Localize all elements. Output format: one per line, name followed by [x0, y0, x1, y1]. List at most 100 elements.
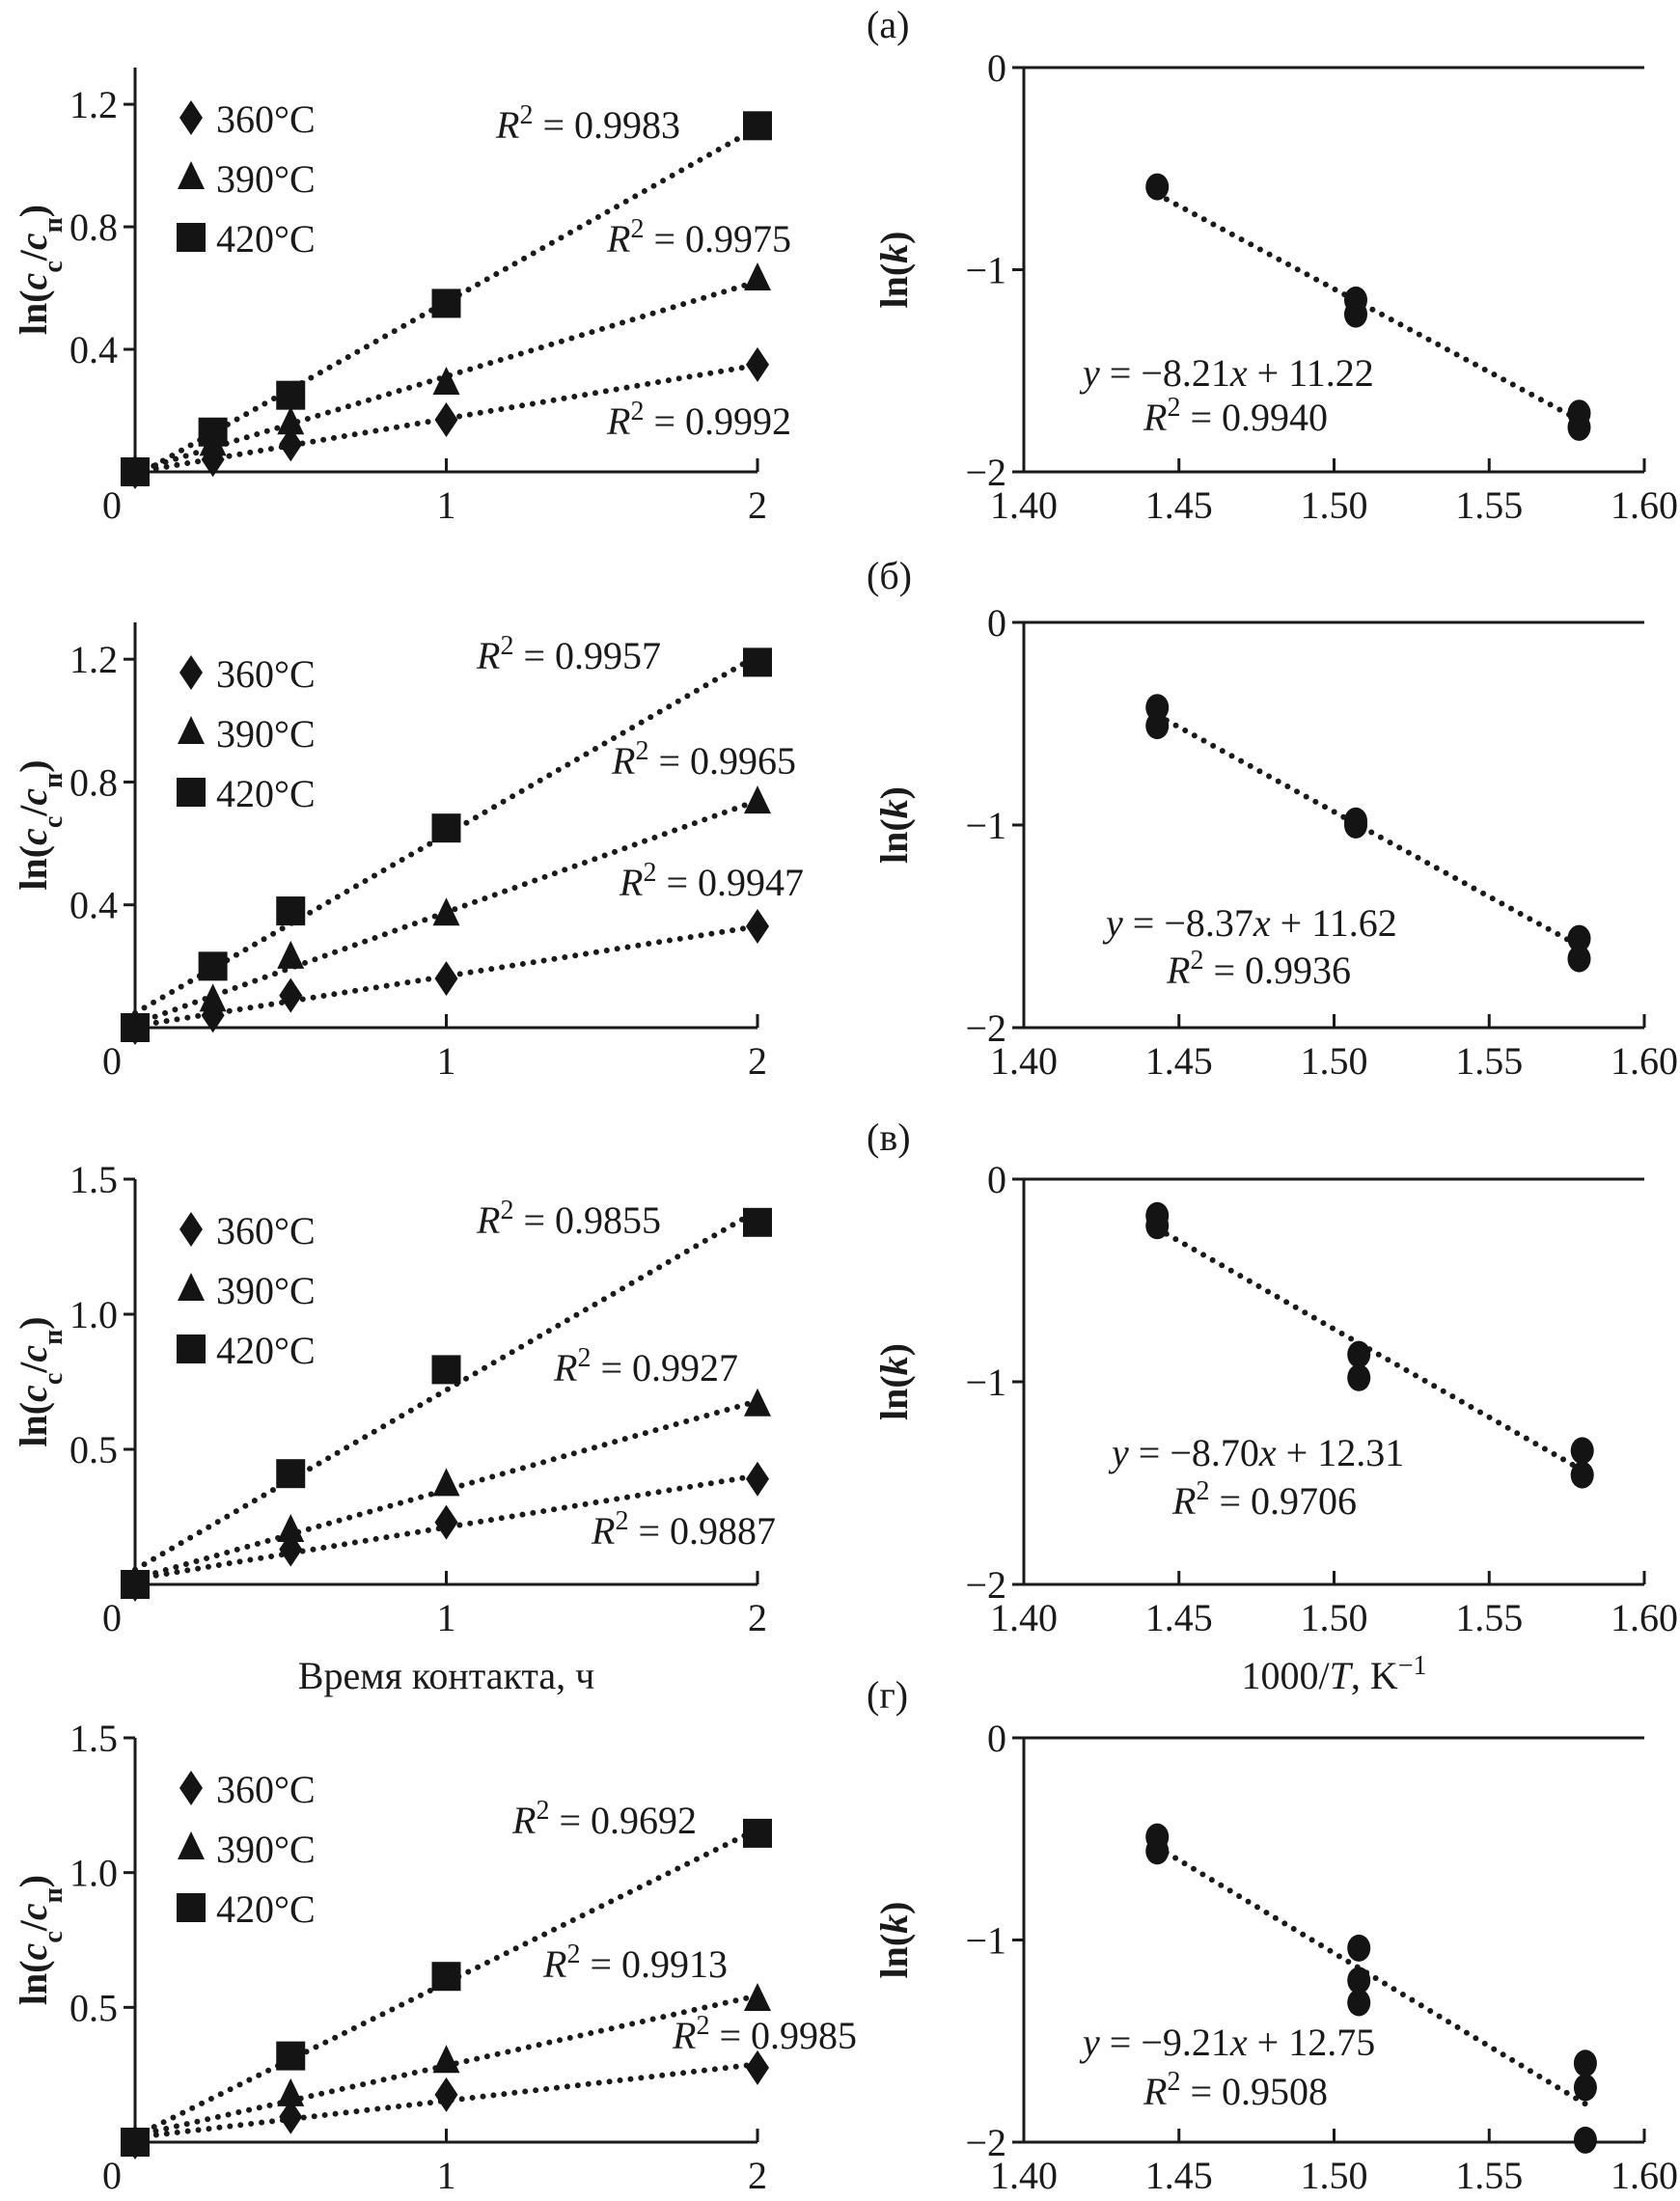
chart-а-right: 0 −1 −21.40 1.45 1.50 1.55 1.60 ln(k) y = −8.21x…	[867, 3, 1678, 527]
x-tick-label: 1	[437, 483, 456, 527]
legend-triangle-icon	[178, 1831, 205, 1859]
x-axis-label: Время контакта, ч	[298, 1654, 594, 1697]
x-tick-label: 1.45	[1145, 2154, 1213, 2197]
legend-label: 420°C	[216, 1329, 316, 1372]
data-point-square	[431, 813, 461, 843]
data-point-diamond	[279, 977, 303, 1013]
data-point-diamond	[746, 2050, 769, 2085]
chart-в-left: 0.5 1.0 1.5 0 1 2 ln(cс/cп) Время контакта, ч 36…	[12, 1158, 776, 1697]
y-tick-label: 0.8	[69, 760, 118, 804]
data-point-square	[743, 1818, 772, 1848]
y-tick-label: 0	[987, 46, 1006, 90]
data-point-square	[121, 457, 150, 486]
legend-label: 420°C	[216, 772, 316, 815]
y-tick-label: −1	[965, 249, 1006, 292]
data-point-square	[276, 896, 306, 926]
y-tick-label: 1.5	[69, 1158, 118, 1201]
x-tick-label: 2	[748, 1596, 767, 1639]
r-squared-label: R2 = 0.9855	[476, 1196, 661, 1243]
legend-square-icon	[177, 223, 206, 252]
x-tick-label: 1	[437, 1596, 456, 1639]
data-point-triangle	[744, 262, 771, 291]
data-point-triangle	[432, 2045, 460, 2074]
data-point-circle	[1145, 173, 1170, 201]
x-tick-label: 1.40	[990, 2154, 1058, 2197]
data-point-diamond	[434, 402, 458, 438]
regression-equation: y = −9.21x + 12.75	[1079, 2021, 1375, 2064]
x-tick-label: 1.40	[990, 1039, 1058, 1083]
r-squared-label: R2 = 0.9985	[672, 2011, 857, 2058]
r-squared-label: R2 = 0.9927	[553, 1343, 738, 1390]
x-tick-label: 0	[102, 483, 122, 527]
fit-line	[1154, 1844, 1588, 2107]
x-tick-label: 1.60	[1611, 1039, 1678, 1083]
legend-label: 390°C	[216, 712, 316, 756]
r-squared-label: R2 = 0.9975	[606, 214, 791, 261]
y-tick-label: −2	[965, 1006, 1006, 1050]
y-axis-label: ln(k)	[872, 231, 916, 308]
y-tick-label: 0.5	[69, 1986, 118, 2029]
fit-line-triangle	[132, 278, 760, 475]
data-point-square	[431, 1355, 461, 1385]
x-tick-label: 1.60	[1611, 483, 1678, 527]
data-point-circle	[1567, 413, 1591, 441]
x-tick-label: 1.60	[1611, 1596, 1678, 1639]
x-tick-label: 2	[748, 1039, 767, 1083]
data-point-square	[431, 289, 461, 318]
x-axis-label: 1000/T, K−1	[1241, 1651, 1426, 1698]
x-tick-label: 1.50	[1301, 483, 1368, 527]
fit-line-diamond	[132, 1472, 760, 1582]
data-point-triangle	[277, 1514, 305, 1542]
r-squared-label: R2 = 0.9936	[1166, 946, 1351, 993]
x-tick-label: 0	[102, 2154, 122, 2197]
data-point-square	[276, 380, 306, 410]
y-tick-label: −1	[965, 804, 1006, 847]
legend-label: 360°C	[216, 1768, 316, 1811]
data-point-square	[743, 1207, 772, 1237]
data-point-circle	[1344, 812, 1368, 839]
y-tick-label: −1	[965, 1361, 1006, 1404]
y-tick-label: 1.0	[69, 1293, 118, 1336]
data-point-diamond	[279, 2099, 303, 2134]
data-point-circle	[1347, 1934, 1371, 1962]
y-tick-label: 0	[987, 1158, 1006, 1201]
legend-label: 390°C	[216, 157, 316, 201]
x-tick-label: 1.45	[1145, 1596, 1213, 1639]
y-axis-label: ln(k)	[872, 786, 916, 864]
x-tick-label: 1.50	[1301, 2154, 1368, 2197]
data-point-diamond	[434, 2077, 458, 2112]
y-tick-label: 0	[987, 601, 1006, 645]
regression-equation: y = −8.37x + 11.62	[1102, 901, 1397, 945]
fit-line-square	[132, 1826, 760, 2139]
data-point-circle	[1570, 1461, 1594, 1489]
data-point-triangle	[744, 1982, 771, 2011]
data-point-diamond	[434, 1504, 458, 1540]
data-point-diamond	[279, 426, 303, 462]
x-tick-label: 1.55	[1455, 1596, 1523, 1639]
y-axis-label: ln(k)	[872, 1901, 916, 1978]
data-point-square	[743, 647, 772, 677]
panel-label: (г)	[867, 1673, 908, 1717]
data-point-triangle	[744, 785, 771, 814]
r-squared-label: R2 = 0.9913	[542, 1940, 728, 1987]
legend-square-icon	[177, 1334, 206, 1363]
x-tick-label: 1.55	[1455, 2154, 1523, 2197]
x-tick-label: 1.45	[1145, 1039, 1213, 1083]
y-tick-label: −2	[965, 1563, 1006, 1607]
data-point-circle	[1573, 2074, 1597, 2102]
x-tick-label: 1.50	[1301, 1596, 1368, 1639]
r-squared-label: R2 = 0.9983	[495, 100, 680, 148]
data-point-square	[276, 1459, 306, 1489]
x-tick-label: 1.45	[1145, 483, 1213, 527]
r-squared-label: R2 = 0.9940	[1143, 393, 1328, 440]
legend-label: 420°C	[216, 1887, 316, 1931]
chart-г-left: 0.5 1.0 1.5 0 1 2 ln(cс/cп) 360°C R2 = 0.9985 390…	[12, 1717, 857, 2197]
data-point-circle	[1573, 2126, 1597, 2154]
fit-line-triangle	[132, 1397, 760, 1582]
x-tick-label: 1.55	[1455, 1039, 1523, 1083]
data-point-circle	[1573, 2050, 1597, 2077]
data-point-triangle	[277, 406, 305, 435]
data-point-triangle	[199, 983, 227, 1012]
r-squared-label: R2 = 0.9957	[476, 631, 661, 678]
